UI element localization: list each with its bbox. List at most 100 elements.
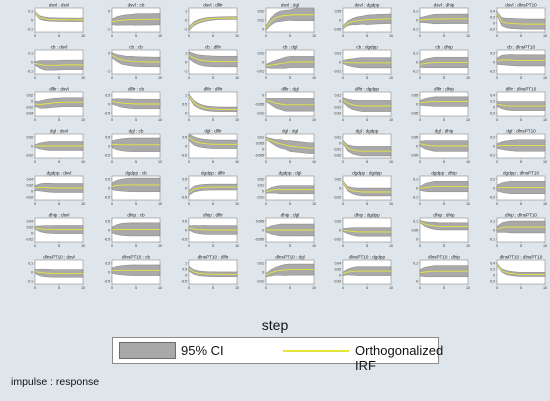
irf-line xyxy=(111,228,160,231)
y-tick-label: 0.02 xyxy=(27,183,34,187)
y-tick-label: -0.2 xyxy=(489,279,495,283)
x-tick-label: 10 xyxy=(81,34,85,38)
y-tick-label: 0 xyxy=(31,144,33,148)
y-tick-label: 0.01 xyxy=(258,261,265,265)
irf-line xyxy=(419,270,468,274)
y-tick-label: -1 xyxy=(107,27,110,31)
chart-legend: 95% CI Orthogonalized IRF xyxy=(112,337,443,373)
panel-title: dgl : dsvl xyxy=(50,129,68,134)
x-tick-label: 0 xyxy=(188,76,190,80)
y-tick-label: 0 xyxy=(108,144,110,148)
x-tick-label: 5 xyxy=(443,34,445,38)
panel-title: dsvl : dgdpp xyxy=(355,3,380,8)
x-tick-label: 10 xyxy=(389,34,393,38)
y-tick-label: 0 xyxy=(493,273,495,277)
y-tick-label: -0.5 xyxy=(104,195,110,199)
y-tick-label: 0 xyxy=(339,60,341,64)
panel-title: cb : dhip xyxy=(435,45,453,50)
y-tick-label: 0.02 xyxy=(27,135,34,139)
x-tick-label: 5 xyxy=(135,244,137,248)
x-tick-label: 10 xyxy=(312,76,316,80)
x-tick-label: 5 xyxy=(135,160,137,164)
x-tick-label: 10 xyxy=(466,160,470,164)
x-tick-label: 5 xyxy=(443,244,445,248)
ci-band xyxy=(188,16,238,32)
ci-band xyxy=(188,51,238,68)
panel-title: dgl : dlfir xyxy=(204,129,222,134)
irf-line xyxy=(342,18,392,28)
x-tick-label: 5 xyxy=(443,202,445,206)
irf-line xyxy=(265,269,314,276)
y-tick-label: 0.5 xyxy=(105,177,110,181)
irf-line xyxy=(188,17,237,29)
panel-title: dgdpp : dlfir xyxy=(201,171,225,176)
y-tick-label: 0.04 xyxy=(335,261,342,265)
y-tick-label: 0.1 xyxy=(413,177,418,181)
x-tick-label: 10 xyxy=(312,118,316,122)
x-tick-label: 10 xyxy=(235,118,239,122)
x-tick-label: 10 xyxy=(466,202,470,206)
panel-title: dhip : dsvl xyxy=(49,213,70,218)
y-tick-label: 1 xyxy=(185,51,187,55)
x-tick-label: 5 xyxy=(135,76,137,80)
irf-line xyxy=(111,18,160,23)
irf-line xyxy=(188,186,237,194)
x-tick-label: 10 xyxy=(312,202,316,206)
x-tick-label: 0 xyxy=(419,160,421,164)
x-tick-label: 0 xyxy=(496,76,498,80)
x-tick-label: 10 xyxy=(543,202,547,206)
y-tick-label: -0.2 xyxy=(489,27,495,31)
x-tick-label: 5 xyxy=(212,34,214,38)
panel-title: dsvl : dsvl xyxy=(49,3,69,8)
ci-band xyxy=(188,93,238,112)
y-tick-label: 0 xyxy=(416,60,418,64)
y-tick-label: -0.5 xyxy=(104,111,110,115)
panel-title: dgdpp : dgl xyxy=(279,171,302,176)
x-tick-label: 10 xyxy=(312,34,316,38)
irf-panel: dgdpp : cb0.50-0.50 5 10 xyxy=(104,171,162,206)
irf-line xyxy=(342,99,391,107)
x-tick-label: 5 xyxy=(212,118,214,122)
x-tick-label: 0 xyxy=(419,202,421,206)
y-tick-label: 0.05 xyxy=(412,228,419,232)
y-tick-label: 0 xyxy=(31,60,33,64)
irf-line xyxy=(111,101,160,105)
y-tick-label: 0.02 xyxy=(27,225,34,229)
panel-title: dhip : dlnsPT10 xyxy=(505,213,537,218)
y-tick-label: 0 xyxy=(185,273,187,277)
irf-line xyxy=(496,103,545,107)
y-tick-label: 1 xyxy=(185,261,187,265)
y-tick-label: -0.04 xyxy=(25,111,33,115)
ci-band xyxy=(265,137,315,154)
y-tick-label: 0.4 xyxy=(490,261,495,265)
y-tick-label: 0.05 xyxy=(412,93,419,97)
x-tick-label: 5 xyxy=(520,76,522,80)
y-tick-label: 0.05 xyxy=(412,135,419,139)
x-tick-label: 5 xyxy=(289,34,291,38)
y-tick-label: 0.04 xyxy=(27,219,34,223)
y-tick-label: -0.05 xyxy=(410,153,418,157)
y-tick-label: -0.01 xyxy=(256,111,264,115)
x-tick-label: 0 xyxy=(111,202,113,206)
x-tick-label: 5 xyxy=(58,244,60,248)
x-tick-label: 5 xyxy=(520,202,522,206)
panel-title: cb : dgdpp xyxy=(356,45,378,50)
x-tick-label: 10 xyxy=(158,160,162,164)
y-tick-label: -0.1 xyxy=(412,195,418,199)
ci-band xyxy=(111,52,161,68)
x-tick-label: 10 xyxy=(543,160,547,164)
x-tick-label: 0 xyxy=(111,118,113,122)
y-tick-label: 0 xyxy=(185,111,187,115)
irf-panel: dlfir : dlfir 1 0.5 00 5 10 xyxy=(182,87,239,122)
